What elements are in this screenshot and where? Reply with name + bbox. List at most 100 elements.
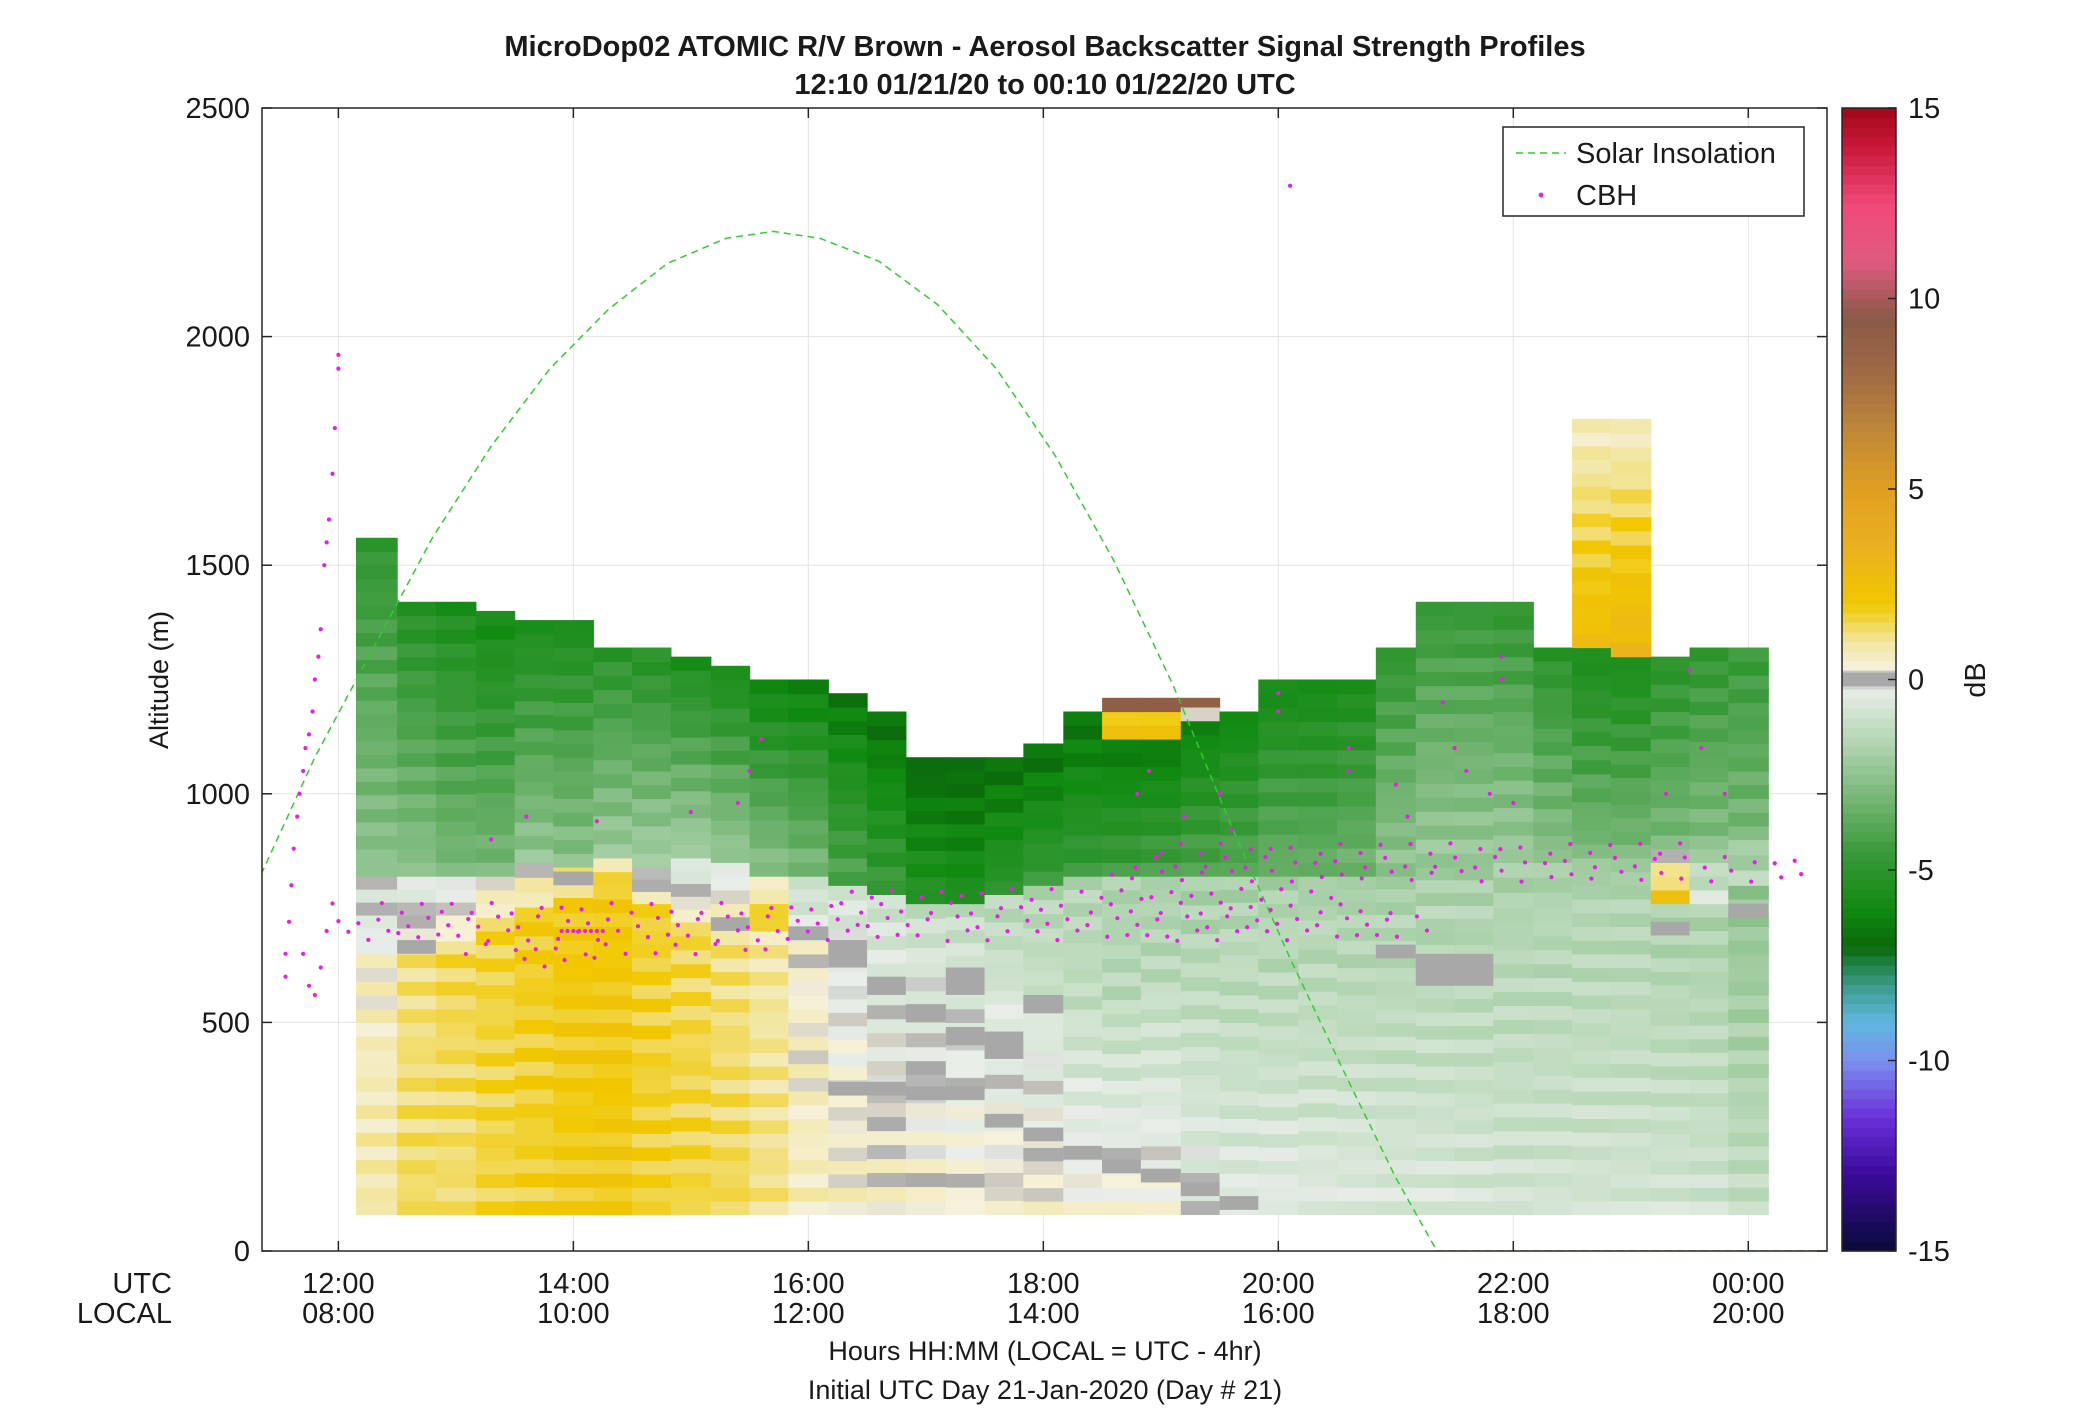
field-cell — [1337, 707, 1377, 723]
field-cell — [475, 708, 516, 724]
cbh-point — [1304, 928, 1310, 933]
colorbar-step — [1842, 765, 1896, 776]
field-cell — [905, 1186, 947, 1202]
field-cell — [1689, 930, 1729, 945]
field-cell — [710, 1146, 751, 1162]
x-tick-label-utc-2: 16:00 — [772, 1268, 845, 1300]
field-cell — [1298, 819, 1338, 835]
field-cell — [710, 903, 751, 918]
colorbar-step — [1842, 1079, 1896, 1090]
cbh-point — [583, 928, 588, 934]
field-cell — [514, 1130, 554, 1146]
field-cell — [1533, 1144, 1573, 1160]
field-cell — [1728, 1200, 1769, 1216]
field-cell — [1415, 866, 1456, 881]
field-cell — [1454, 984, 1494, 1000]
field-cell — [1572, 513, 1612, 528]
field-cell — [1533, 795, 1573, 810]
cbh-point — [559, 928, 564, 934]
field-cell — [1610, 1077, 1652, 1092]
cbh-point — [1223, 855, 1228, 860]
field-cell — [632, 661, 672, 676]
cbh-point — [306, 732, 312, 737]
x-tick-label-local-6: 20:00 — [1712, 1298, 1785, 1330]
field-cell — [593, 1186, 633, 1202]
field-cell — [593, 675, 633, 691]
cbh-point — [1038, 907, 1044, 912]
cbh-point — [998, 906, 1004, 911]
field-cell — [1063, 793, 1103, 809]
field-cell — [1375, 967, 1417, 982]
cbh-point — [516, 925, 521, 930]
cbh-point — [1702, 865, 1707, 870]
colorbar-step — [1842, 793, 1896, 804]
field-cell — [905, 890, 947, 905]
field-cell — [788, 679, 829, 695]
field-cell — [1298, 963, 1338, 978]
field-cell — [710, 984, 751, 1000]
cbh-point — [1459, 869, 1464, 874]
field-cell — [397, 697, 437, 713]
field-cell — [945, 1049, 986, 1065]
colorbar-step — [1842, 1165, 1896, 1176]
field-cell — [514, 660, 554, 675]
cbh-point — [1248, 847, 1253, 852]
field-cell — [1689, 674, 1729, 689]
field-cell — [867, 866, 907, 881]
field-cell — [435, 1200, 477, 1216]
field-cell — [1689, 1173, 1729, 1188]
field-cell — [867, 1130, 907, 1146]
field-cell — [749, 1200, 789, 1216]
field-cell — [710, 764, 751, 779]
field-cell — [1689, 1187, 1729, 1202]
field-cell — [1219, 1036, 1259, 1051]
field-cell — [1140, 1049, 1182, 1065]
cbh-point — [735, 928, 740, 933]
field-cell — [397, 711, 437, 726]
colorbar-step — [1842, 212, 1896, 223]
field-cell — [475, 820, 516, 835]
field-cell — [1493, 1158, 1534, 1174]
colorbar-step — [1842, 441, 1896, 452]
field-cell — [1650, 1025, 1691, 1040]
cbh-point — [1153, 855, 1158, 860]
colorbar-step — [1842, 641, 1896, 652]
field-cell — [1298, 1144, 1338, 1160]
field-cell — [788, 735, 829, 751]
cbh-point — [283, 951, 288, 956]
field-cell — [1375, 647, 1417, 662]
field-cell — [1454, 769, 1494, 784]
field-cell — [355, 1036, 398, 1051]
field-cell — [1102, 958, 1142, 973]
field-cell — [1375, 741, 1417, 756]
field-cell — [553, 967, 594, 982]
field-cell — [1610, 750, 1652, 765]
colorbar-tick-label-1: 10 — [1908, 284, 1940, 316]
field-cell — [553, 1036, 594, 1051]
cbh-point — [895, 932, 900, 937]
field-cell — [945, 770, 986, 785]
field-cell — [1023, 956, 1064, 972]
field-cell — [984, 1074, 1024, 1089]
field-cell — [867, 1046, 907, 1062]
field-cell — [553, 784, 594, 799]
cbh-point — [1479, 879, 1484, 884]
cbh-point — [1499, 868, 1504, 873]
field-cell — [945, 823, 986, 838]
field-cell — [475, 736, 516, 752]
legend: Solar Insolation CBH — [1502, 126, 1805, 217]
cbh-point — [1383, 855, 1388, 860]
field-cell — [1023, 871, 1064, 886]
field-cell — [1180, 1074, 1221, 1090]
field-cell — [1023, 1147, 1064, 1162]
field-cell — [1572, 634, 1612, 649]
field-cell — [1063, 955, 1103, 970]
field-cell — [1219, 711, 1259, 726]
field-cell — [514, 1172, 554, 1188]
field-cell — [1102, 1013, 1142, 1028]
field-cell — [1063, 1077, 1103, 1092]
cbh-point — [1679, 876, 1684, 881]
field-cell — [1493, 615, 1534, 630]
field-cell — [1102, 780, 1142, 795]
field-cell — [1454, 713, 1494, 728]
